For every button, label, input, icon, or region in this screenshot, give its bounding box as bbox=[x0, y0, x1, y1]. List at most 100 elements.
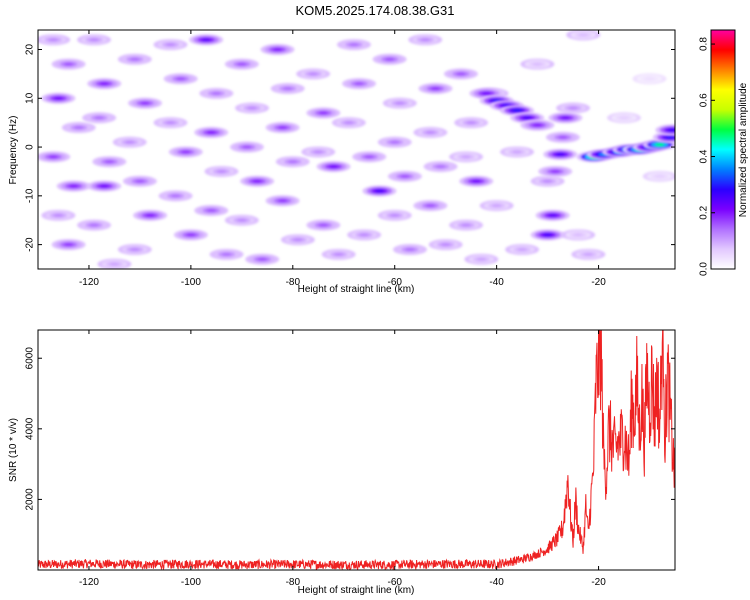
heatmap-blob-layer bbox=[512, 108, 522, 112]
figure-title: KOM5.2025.174.08.38.G31 bbox=[295, 3, 454, 18]
heatmap-blob-layer bbox=[667, 128, 675, 132]
heatmap-blob-layer bbox=[272, 48, 283, 52]
heatmap-blob-layer bbox=[180, 150, 191, 154]
heatmap-blob-layer bbox=[308, 72, 318, 76]
heatmap-blob bbox=[224, 214, 259, 226]
heatmap-blob bbox=[538, 165, 573, 177]
heatmap-blob-layer bbox=[257, 257, 268, 261]
heatmap-blob-layer bbox=[654, 174, 665, 178]
heatmap-blob-layer bbox=[512, 150, 522, 154]
heatmap-blob-layer bbox=[247, 106, 257, 110]
heatmap-blob bbox=[163, 73, 198, 85]
heatmap-x-tick-label: -120 bbox=[79, 277, 99, 288]
heatmap-blob bbox=[413, 126, 448, 138]
heatmap-blob bbox=[199, 87, 234, 99]
heatmap-blob bbox=[543, 148, 578, 160]
colorbar-label: Normalized spectral amplitude bbox=[738, 82, 749, 217]
heatmap-blob-layer bbox=[237, 62, 247, 66]
heatmap-y-tick-label: -20 bbox=[25, 237, 36, 252]
heatmap-blob-layer bbox=[48, 38, 59, 42]
heatmap-blob-layer bbox=[175, 77, 186, 81]
heatmap-blob bbox=[545, 131, 580, 143]
colorbar-ticks: 0.0 0.2 0.4 0.6 0.8 bbox=[699, 37, 715, 276]
heatmap-blob bbox=[275, 156, 310, 168]
heatmap-blob bbox=[655, 124, 675, 136]
heatmap-y-axis-label: Frequency (Hz) bbox=[8, 116, 19, 185]
heatmap-blob-layer bbox=[440, 243, 451, 247]
heatmap-blob bbox=[556, 102, 591, 114]
heatmap-x-tick-label: -20 bbox=[591, 277, 606, 288]
heatmap-blob-layer bbox=[344, 121, 354, 125]
heatmap-blob bbox=[122, 175, 157, 187]
heatmap-blob bbox=[38, 151, 71, 163]
heatmap-blob-layer bbox=[389, 213, 400, 217]
heatmap-blob-layer bbox=[550, 169, 561, 173]
heatmap-blob-layer bbox=[395, 101, 405, 105]
heatmap-blob bbox=[306, 219, 341, 231]
snr-x-tick-label: -80 bbox=[286, 577, 301, 588]
heatmap-plot-area bbox=[38, 30, 675, 269]
heatmap-blob bbox=[530, 229, 565, 241]
colorbar-tick-label: 0.8 bbox=[699, 37, 710, 51]
heatmap-blob-layer bbox=[68, 184, 79, 188]
heatmap-blob bbox=[97, 258, 132, 269]
heatmap-y-tick-label: 20 bbox=[25, 44, 36, 56]
heatmap-blob-layer bbox=[109, 262, 120, 266]
heatmap-blob bbox=[117, 53, 152, 65]
heatmap-blob bbox=[92, 156, 127, 168]
snr-x-axis-label: Height of straight line (km) bbox=[298, 585, 415, 596]
heatmap-blob bbox=[51, 58, 86, 70]
heatmap-blob bbox=[571, 248, 606, 260]
heatmap-blob bbox=[316, 161, 351, 173]
heatmap-blob bbox=[331, 117, 366, 129]
heatmap-blob bbox=[265, 122, 300, 134]
heatmap-blob-layer bbox=[318, 111, 329, 115]
heatmap-blob bbox=[133, 209, 168, 221]
heatmap-blob-layer bbox=[104, 160, 115, 164]
colorbar: 0.0 0.2 0.4 0.6 0.8 Normalized spectral ampl… bbox=[699, 29, 749, 276]
heatmap-blob-layer bbox=[425, 204, 436, 208]
heatmap-y-axis: -20 -10 0 10 20 bbox=[25, 44, 675, 252]
heatmap-blob bbox=[112, 136, 147, 148]
colorbar-tick-label: 0.2 bbox=[699, 205, 710, 219]
heatmap-blob-layer bbox=[124, 140, 135, 144]
heatmap-blob-layer bbox=[573, 233, 583, 237]
heatmap-blob-layer bbox=[359, 233, 369, 237]
heatmap-blob bbox=[117, 243, 152, 255]
heatmap-blob bbox=[642, 170, 675, 182]
heatmap-blob bbox=[87, 180, 122, 192]
heatmap-blob bbox=[61, 122, 96, 134]
snr-x-tick-label: -120 bbox=[79, 577, 99, 588]
heatmap-blob-layer bbox=[466, 121, 476, 125]
heatmap-blob-layer bbox=[568, 106, 578, 110]
heatmap-blob-layer bbox=[135, 179, 145, 183]
heatmap-blob-layer bbox=[542, 233, 553, 237]
heatmap-blob-layer bbox=[48, 155, 59, 159]
heatmap-y-tick-label: 0 bbox=[25, 144, 36, 150]
heatmap-blob bbox=[428, 239, 463, 251]
heatmap-blob-layer bbox=[63, 243, 74, 247]
heatmap-blob bbox=[510, 112, 545, 124]
heatmap-blob-layer bbox=[313, 150, 324, 154]
heatmap-blob-layer bbox=[456, 72, 466, 76]
snr-x-axis: -120 -100 -80 -60 -40 -20 bbox=[79, 330, 606, 588]
heatmap-blob-layer bbox=[558, 135, 568, 139]
heatmap-blob-layer bbox=[201, 38, 211, 42]
heatmap-blob bbox=[352, 151, 387, 163]
snr-x-tick-label: -20 bbox=[591, 577, 606, 588]
colorbar-gradient bbox=[710, 29, 736, 270]
heatmap-blob bbox=[387, 170, 422, 182]
heatmap-blob-layer bbox=[242, 145, 252, 149]
heatmap-blob-layer bbox=[491, 204, 502, 208]
heatmap-blob bbox=[548, 112, 583, 124]
heatmap-y-tick-label: 10 bbox=[25, 92, 36, 104]
heatmap-blob bbox=[153, 39, 188, 51]
heatmap-blob bbox=[377, 136, 412, 148]
heatmap-blob bbox=[306, 107, 341, 119]
heatmap-blob bbox=[347, 229, 382, 241]
heatmap-blob bbox=[209, 248, 244, 260]
heatmap-blob bbox=[464, 253, 499, 265]
snr-y-tick-label: 4000 bbox=[25, 417, 36, 440]
heatmap-x-tick-label: -60 bbox=[387, 277, 402, 288]
heatmap-blob bbox=[128, 97, 163, 109]
